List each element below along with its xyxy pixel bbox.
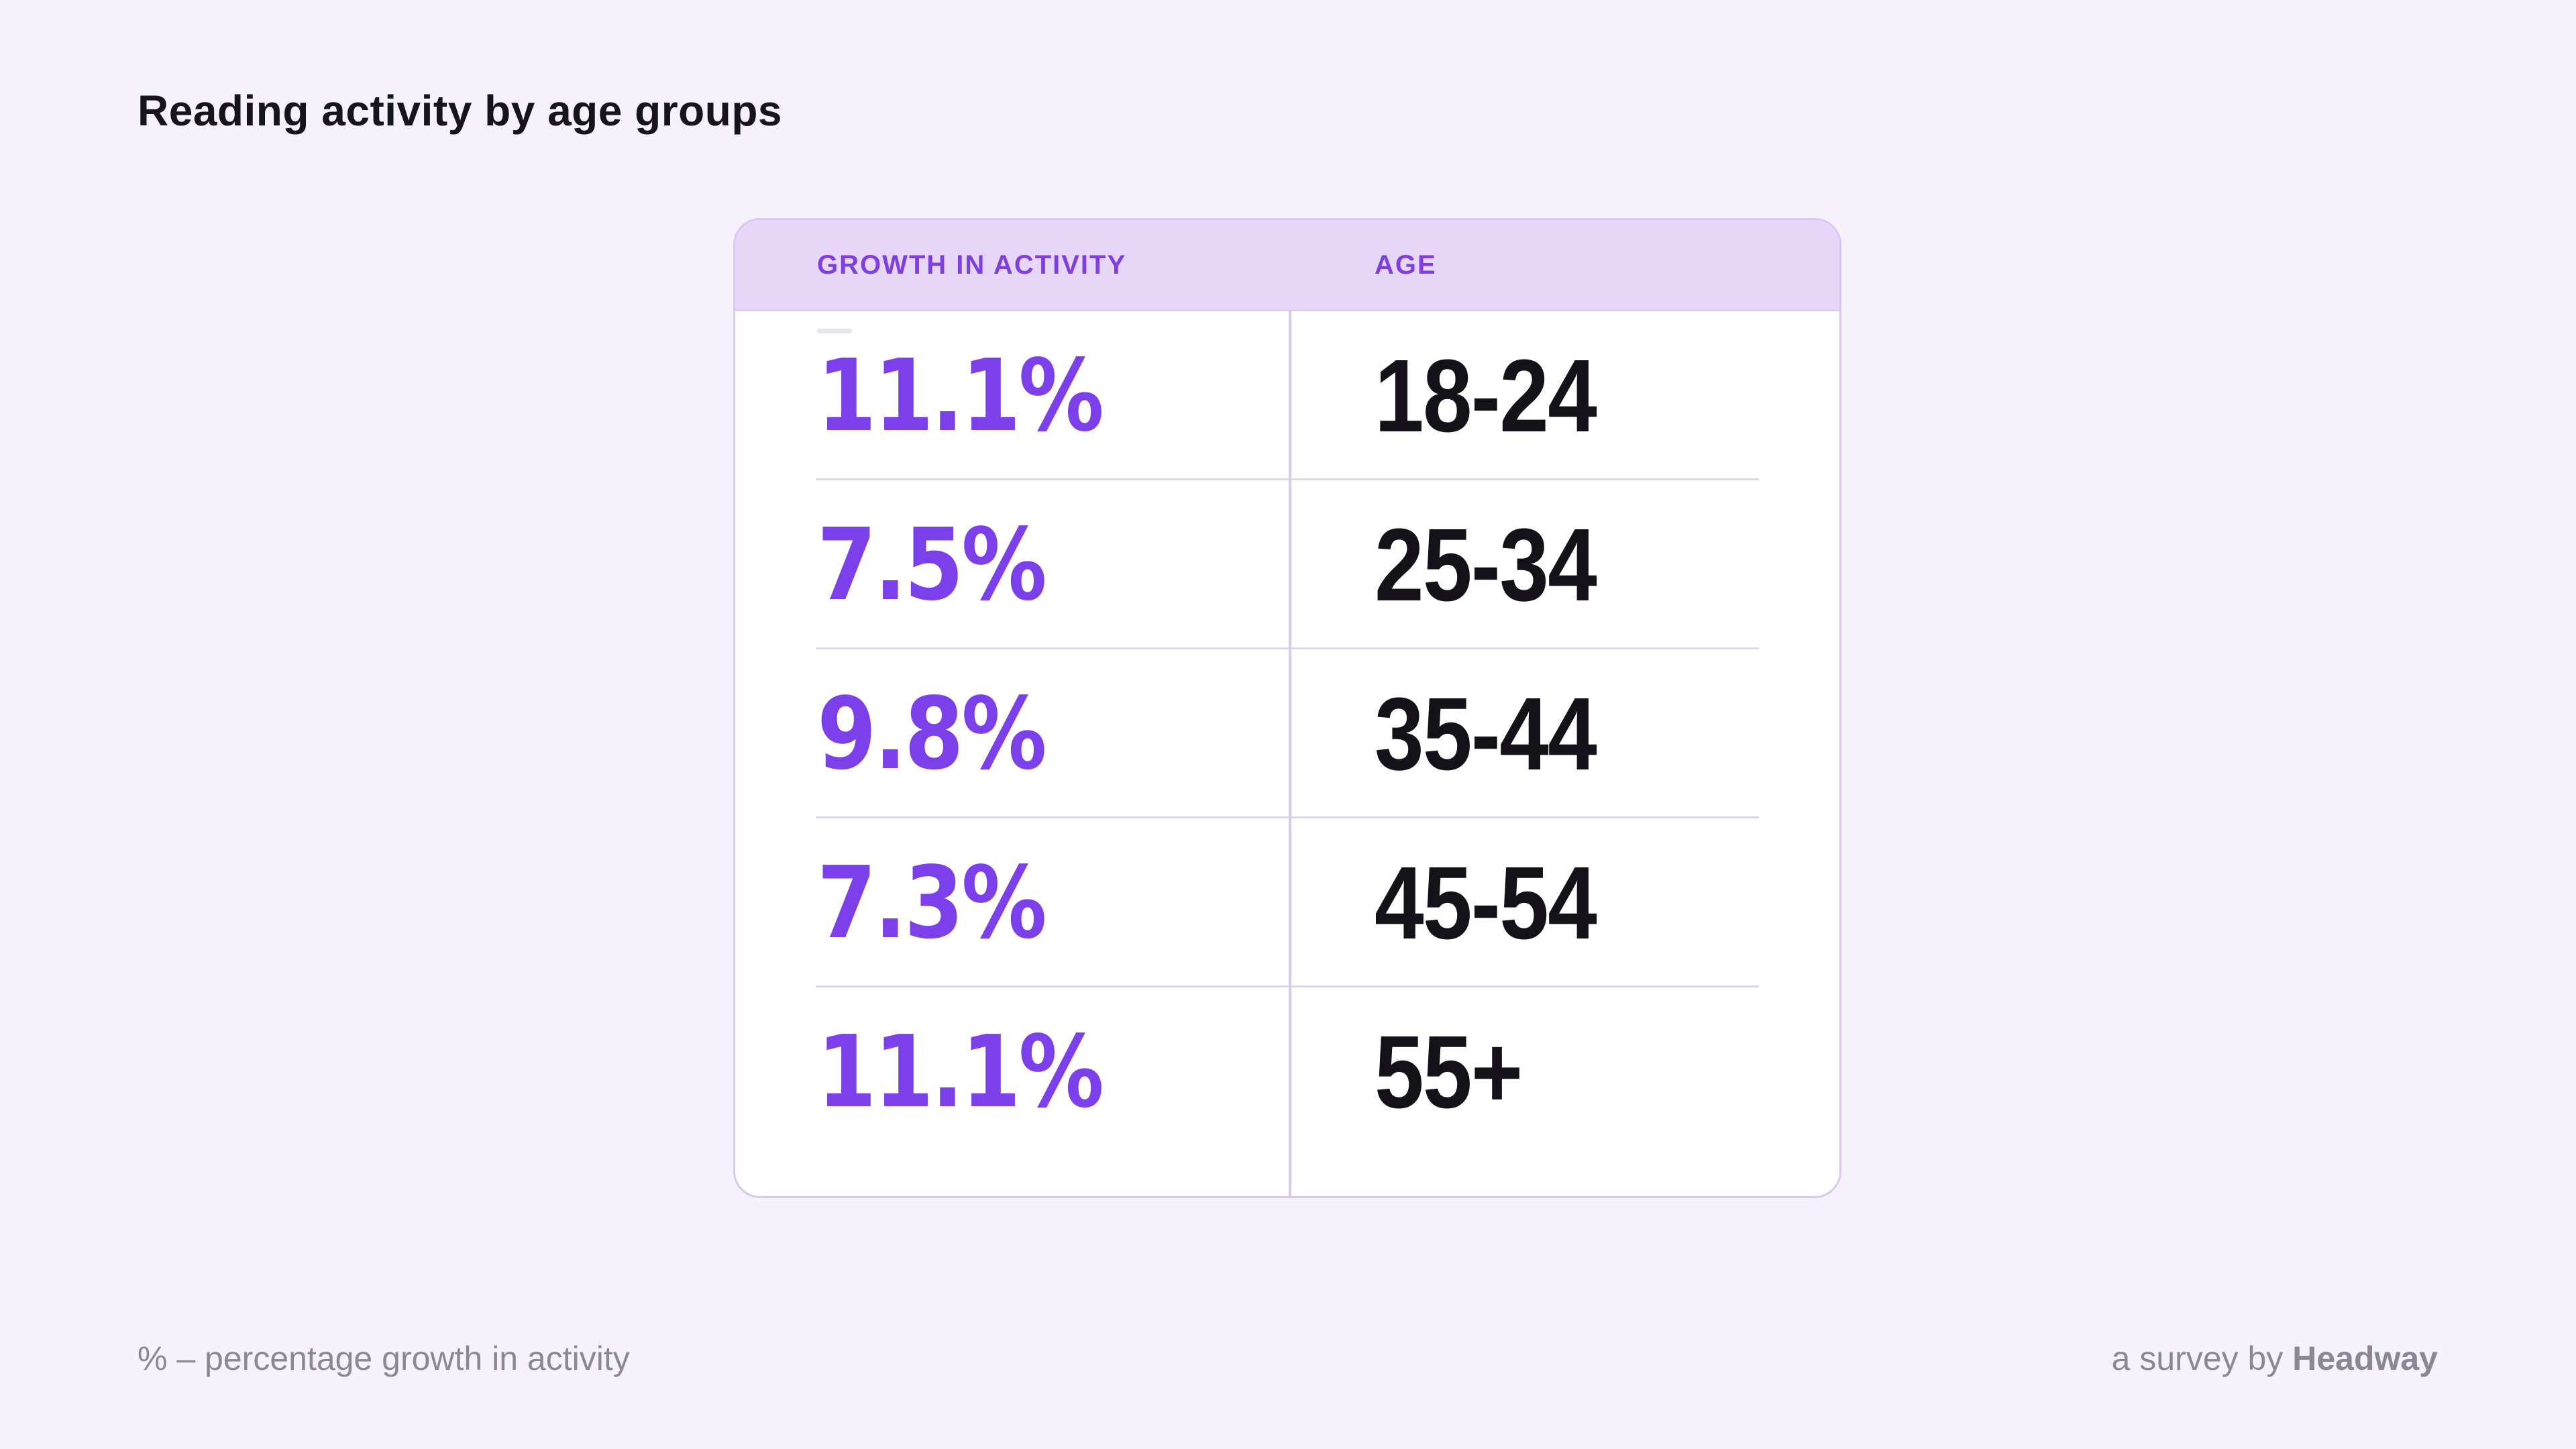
table-row: 7.5% 25-34	[735, 480, 1839, 649]
stats-table-card: GROWTH IN ACTIVITY AGE 11.1% 18-24 7.5% …	[733, 218, 1841, 1198]
age-value: 18-24	[1375, 338, 1597, 453]
table-row: 11.1% 18-24	[735, 311, 1839, 480]
growth-cell: 7.5%	[735, 515, 1289, 614]
credit-prefix: a survey by	[2111, 1340, 2293, 1377]
growth-cell: 11.1%	[735, 1022, 1289, 1122]
growth-cell: 7.3%	[735, 853, 1289, 953]
brand-name: Headway	[2292, 1340, 2438, 1377]
growth-value: 7.3%	[817, 845, 1047, 961]
micro-text-artifact	[817, 329, 852, 333]
growth-value: 11.1%	[817, 1014, 1104, 1130]
age-value: 35-44	[1375, 676, 1597, 792]
age-cell: 35-44	[1289, 682, 1839, 786]
growth-cell: 9.8%	[735, 684, 1289, 784]
table-body: 11.1% 18-24 7.5% 25-34 9.8% 35-44 7.3% 4…	[735, 311, 1839, 1157]
survey-credit: a survey by Headway	[2112, 1339, 2438, 1378]
growth-cell: 11.1%	[735, 346, 1289, 445]
column-header-age: AGE	[1375, 250, 1437, 280]
growth-value: 11.1%	[817, 338, 1104, 453]
growth-value: 7.5%	[817, 507, 1047, 623]
table-row: 11.1% 55+	[735, 987, 1839, 1157]
table-row: 7.3% 45-54	[735, 818, 1839, 987]
column-divider	[1289, 311, 1291, 1196]
age-value: 25-34	[1375, 507, 1597, 623]
age-value: 45-54	[1375, 845, 1597, 961]
growth-value: 9.8%	[817, 676, 1047, 792]
column-header-growth: GROWTH IN ACTIVITY	[817, 250, 1127, 280]
table-row: 9.8% 35-44	[735, 649, 1839, 818]
age-cell: 45-54	[1289, 851, 1839, 955]
page-title: Reading activity by age groups	[138, 87, 782, 135]
age-cell: 18-24	[1289, 344, 1839, 447]
table-header-row: GROWTH IN ACTIVITY AGE	[735, 220, 1839, 311]
age-cell: 55+	[1289, 1020, 1839, 1124]
age-value: 55+	[1375, 1014, 1523, 1130]
age-cell: 25-34	[1289, 513, 1839, 616]
footnote: % – percentage growth in activity	[138, 1340, 630, 1377]
